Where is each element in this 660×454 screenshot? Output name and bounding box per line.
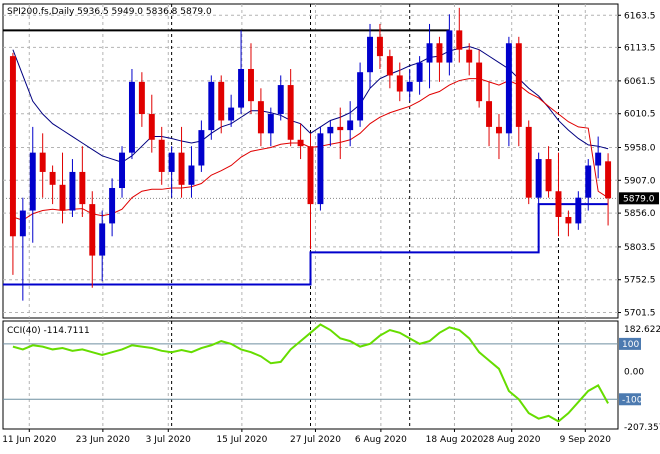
candle-body (545, 159, 552, 192)
cci-y-tick-label: -207.357 (624, 423, 660, 433)
support-step-line (3, 203, 609, 286)
x-tick-label: 6 Aug 2020 (355, 435, 407, 445)
main-y-tick-label: 5752.5 (624, 276, 656, 286)
candle-body (19, 210, 26, 237)
candle-body (178, 152, 185, 185)
candle-body (109, 188, 116, 224)
candle-body (9, 56, 16, 237)
candle-body (406, 81, 413, 92)
main-y-tick-label: 6113.5 (624, 43, 656, 53)
candle-body (59, 184, 66, 211)
candle-body (605, 161, 612, 199)
candle-body (238, 68, 245, 108)
x-tick-label: 27 Jul 2020 (290, 435, 341, 445)
candle-body (99, 223, 106, 256)
candle-body (466, 49, 473, 63)
candle-body (198, 130, 205, 166)
candle-body (79, 171, 86, 205)
candle-body (138, 81, 145, 115)
candle-body (188, 165, 195, 185)
main-y-tick-label: 5701.5 (624, 309, 656, 319)
main-y-tick-label: 5856.0 (624, 209, 656, 219)
candle-body (357, 72, 364, 121)
candle-body (495, 126, 502, 134)
chart-header: SPI200.fs,Daily 5936.5 5949.0 5836.8 587… (7, 7, 212, 17)
candle-body (327, 126, 334, 134)
main-y-tick-label: 6163.5 (624, 11, 656, 21)
candle-body (376, 36, 383, 57)
cci-y-tick-label: 0.00 (624, 368, 644, 378)
main-y-tick-label: 5907.0 (624, 176, 656, 186)
candle-body (148, 114, 155, 140)
candle-body (396, 75, 403, 92)
cci-y-tick-label: -100 (622, 395, 643, 405)
candle-body (208, 81, 215, 131)
candle-body (535, 159, 542, 198)
candle-body (317, 133, 324, 205)
candle-body (337, 126, 344, 131)
cci-level-box (619, 393, 641, 406)
candle-body (49, 171, 56, 185)
candle-body (277, 85, 284, 115)
candle-body (515, 43, 522, 127)
current-price-label: 5879.0 (623, 194, 655, 204)
candle-body (128, 81, 135, 153)
candle-body (228, 107, 235, 121)
candle-body (168, 152, 175, 172)
cci-y-tick-label: 100 (622, 340, 639, 350)
x-tick-label: 28 Aug 2020 (483, 435, 541, 445)
candle-body (347, 120, 354, 131)
x-tick-label: 15 Jul 2020 (216, 435, 267, 445)
candle-body (575, 197, 582, 224)
x-tick-label: 18 Aug 2020 (426, 435, 484, 445)
candle-body (585, 165, 592, 198)
candle-body (39, 152, 46, 172)
candle-body (29, 152, 36, 211)
candle-body (486, 101, 493, 127)
main-y-tick-label: 5958.0 (624, 143, 656, 153)
candle-body (386, 56, 393, 76)
candle-body (248, 68, 254, 102)
candle-body (595, 152, 602, 166)
main-y-tick-label: 6061.5 (624, 77, 656, 87)
x-tick-label: 11 Jun 2020 (2, 435, 56, 445)
candle-body (119, 152, 126, 189)
candle-body (555, 191, 562, 217)
cci-level-box (619, 337, 641, 350)
candle-body (416, 62, 423, 82)
candle-body (267, 114, 274, 134)
cci-y-tick-label: 182.6224 (624, 325, 660, 335)
candle-body (436, 43, 443, 63)
x-tick-label: 23 Jun 2020 (76, 435, 130, 445)
cci-title: CCI(40) -114.7111 (7, 326, 90, 336)
candle-body (158, 139, 165, 172)
candle-body (525, 126, 532, 198)
x-tick-label: 3 Jul 2020 (146, 435, 191, 445)
candle-body (565, 216, 572, 224)
candle-body (307, 146, 314, 205)
main-y-tick-label: 5803.5 (624, 243, 656, 253)
candle-body (456, 30, 463, 50)
candle-body (287, 85, 294, 140)
main-y-tick-label: 6010.5 (624, 110, 656, 120)
candle-body (257, 101, 264, 134)
candle-body (297, 139, 304, 147)
candle-body (89, 204, 96, 256)
candle-body (367, 36, 373, 73)
candle-body (505, 43, 512, 134)
candle-body (446, 30, 453, 63)
current-price-box (619, 192, 659, 205)
candle-body (476, 62, 483, 102)
candle-body (218, 81, 225, 121)
candle-body (426, 43, 433, 63)
x-tick-label: 9 Sep 2020 (560, 435, 612, 445)
candle-body (69, 171, 76, 211)
cci-line (12, 323, 609, 423)
